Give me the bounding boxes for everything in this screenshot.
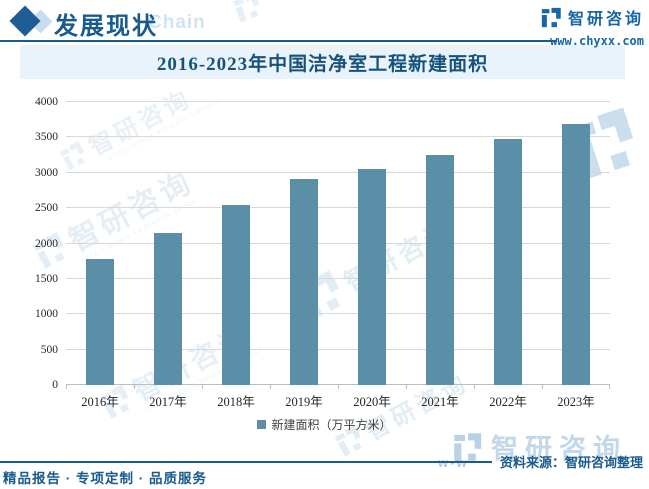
brand-block: 智研咨询 www.chyxx.com <box>541 5 644 48</box>
y-tick-label: 4000 <box>35 96 58 108</box>
gridline <box>66 384 610 385</box>
y-tick-label: 2000 <box>35 237 58 250</box>
footer-brand-name: 智研咨询 <box>491 434 627 464</box>
x-tick-label: 2022年 <box>489 395 527 409</box>
bar-cell <box>542 102 610 385</box>
gridline <box>66 101 610 102</box>
x-tick-label: 2021年 <box>421 395 459 409</box>
bars-row <box>66 102 610 385</box>
x-axis-tick <box>270 385 271 389</box>
bar-cell <box>474 102 542 385</box>
brand-logo-icon <box>541 7 561 27</box>
x-axis-tick <box>609 385 610 389</box>
watermark <box>231 0 264 24</box>
x-axis-tick <box>406 385 407 389</box>
x-tick-label: 2017年 <box>149 395 187 409</box>
bar-2023年 <box>562 123 590 385</box>
y-tick-label: 1000 <box>35 308 58 321</box>
plot-area <box>66 101 610 389</box>
y-tick-label: 0 <box>52 379 58 391</box>
gridline <box>66 242 610 244</box>
footer-tagline: 精品报告 · 专项定制 · 品质服务 <box>3 471 207 486</box>
bar-cell <box>406 102 474 385</box>
bar-2020年 <box>358 169 386 385</box>
section-title: 发展现状 <box>54 13 158 40</box>
diamond-dark-icon <box>9 5 41 37</box>
footer-brand-logo: 智研咨询 <box>453 427 627 466</box>
section-marker-icon <box>9 5 56 38</box>
x-tick-label: 2016年 <box>81 395 119 409</box>
x-tick-label: 2018年 <box>217 395 255 409</box>
x-axis-tick <box>202 385 203 389</box>
bar-chart: 0 500 1000 1500 2000 2500 3000 3500 4000 2016年 20… <box>0 85 649 450</box>
footer-divider <box>0 461 492 463</box>
header-divider <box>0 40 557 42</box>
header-watermark-text: Chain <box>148 12 206 33</box>
bar-2019年 <box>290 179 318 385</box>
y-tick-label: 500 <box>40 343 58 356</box>
bar-2017年 <box>154 233 182 385</box>
x-tick-label: 2020年 <box>353 395 391 409</box>
y-tick-label: 1500 <box>35 272 58 285</box>
y-tick-label: 3000 <box>35 166 58 179</box>
chart-title-banner: 2016-2023年中国洁净室工程新建面积 <box>20 45 625 79</box>
gridline <box>66 207 610 209</box>
bar-cell <box>338 102 406 385</box>
bar-cell <box>270 102 338 385</box>
x-axis-tick <box>134 385 135 389</box>
bar-cell <box>202 102 270 385</box>
x-axis-labels: 2016年 2017年 2018年 2019年 2020年 2021年 2022年 2023年 <box>66 391 610 410</box>
brand-url: www.chyxx.com <box>550 34 644 48</box>
bar-2021年 <box>426 154 454 385</box>
x-axis-tick <box>474 385 475 389</box>
brand-name: 智研咨询 <box>567 11 644 28</box>
data-source: 资料来源：智研咨询整理 <box>499 455 643 470</box>
x-tick-label: 2023年 <box>557 395 595 409</box>
x-axis-tick <box>66 385 67 389</box>
bar-2022年 <box>494 138 522 385</box>
x-axis-tick <box>338 385 339 389</box>
bar-2016年 <box>86 259 114 385</box>
gridline <box>66 136 610 138</box>
legend-swatch <box>257 420 267 429</box>
brand-logo-icon <box>232 0 263 23</box>
legend-label: 新建面积（万平方米） <box>271 418 392 432</box>
gridline <box>66 171 610 173</box>
chart-title: 2016-2023年中国洁净室工程新建面积 <box>156 53 489 75</box>
bar-2018年 <box>222 204 250 385</box>
x-tick-label: 2019年 <box>285 395 323 409</box>
x-axis-tick <box>542 385 543 389</box>
gridline <box>66 348 610 350</box>
bar-cell <box>134 102 202 385</box>
bar-cell <box>66 102 134 385</box>
y-tick-label: 2500 <box>35 202 58 215</box>
y-tick-label: 3500 <box>35 131 58 144</box>
